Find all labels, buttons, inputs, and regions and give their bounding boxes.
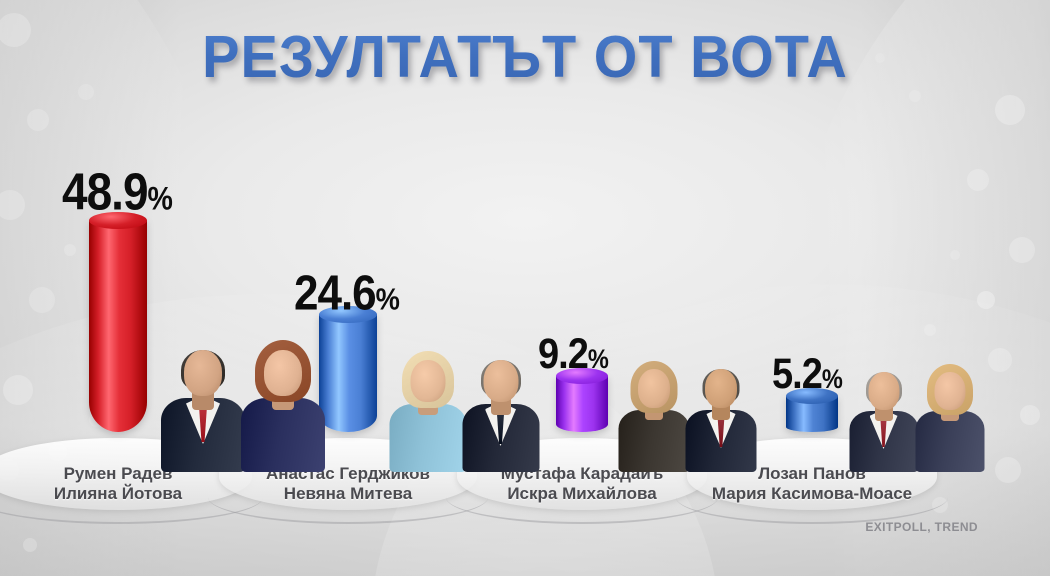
portrait-face [705, 369, 737, 408]
bar-column-top [786, 388, 838, 404]
candidate-photo-pair [848, 349, 987, 472]
portrait-face [410, 360, 445, 402]
bar-value-label: 5.2% [772, 350, 843, 399]
bokeh-dot [977, 291, 995, 309]
candidate-name-vice-president: Искра Михайлова [507, 483, 657, 503]
candidate-portrait [388, 334, 467, 472]
candidate-photo-pair [160, 322, 330, 472]
page-title: РЕЗУЛТАТЪТ ОТ ВОТА [0, 22, 1050, 91]
bokeh-dot [1009, 237, 1035, 263]
bar-value-percent-sign: % [821, 364, 843, 394]
bar-pedestal-arc [676, 466, 948, 524]
bar-column[interactable] [786, 388, 838, 432]
portrait-torso [618, 410, 690, 472]
bokeh-dot [64, 244, 76, 256]
bokeh-dot [1020, 405, 1040, 425]
candidate-name-vice-president: Мария Касимова-Моасе [711, 483, 913, 503]
bokeh-dot [0, 13, 31, 47]
bar-value-percent-sign: % [147, 181, 173, 218]
bar-pedestal-arc [446, 466, 718, 524]
candidate-portrait [618, 346, 690, 472]
bokeh-dot [950, 250, 960, 260]
bar-column-body [89, 220, 147, 432]
bar-value-number: 48.9 [62, 162, 149, 221]
bar-value-label: 9.2% [538, 330, 609, 379]
candidate-portrait [914, 349, 985, 472]
portrait-face [868, 372, 899, 410]
bar-column[interactable] [89, 211, 147, 432]
bokeh-dot [0, 190, 25, 220]
candidate-portrait [685, 346, 757, 472]
candidate-nameplate: Лозан Панов Мария Касимова-Моасе [712, 464, 912, 504]
bokeh-dot [967, 169, 989, 191]
bar-column-body [556, 376, 608, 432]
bar-value-label: 48.9% [62, 162, 173, 222]
portrait-face [483, 360, 518, 402]
candidate-portrait [240, 322, 326, 472]
portrait-face [638, 369, 670, 408]
bokeh-dot [995, 95, 1025, 125]
bar-value-number: 9.2 [538, 330, 589, 378]
bokeh-dot [23, 538, 37, 552]
bokeh-dot [995, 457, 1021, 483]
bar-column-top [556, 368, 608, 384]
candidate-photo-pair [618, 346, 761, 472]
bar-pedestal-arc [208, 466, 488, 524]
candidate-nameplate: Румен Радев Илияна Йотова [54, 464, 182, 504]
portrait-face [184, 350, 222, 396]
bokeh-dot [924, 324, 936, 336]
bar-value-number: 24.6 [294, 266, 377, 321]
candidate-name-president: Лозан Панов [758, 463, 866, 483]
bar-column[interactable] [319, 305, 377, 432]
bokeh-dot [29, 287, 55, 313]
bar-pedestal-arc [0, 466, 263, 524]
bar-column-body [319, 314, 377, 432]
bar-value-number: 5.2 [772, 350, 823, 398]
bar-value-label: 24.6% [294, 266, 400, 322]
portrait-face [934, 372, 965, 410]
portrait-torso [389, 404, 466, 472]
bar-value-percent-sign: % [375, 281, 400, 317]
bar-column-top [89, 211, 147, 229]
candidate-name-vice-president: Невяна Митева [283, 483, 413, 503]
candidate-portrait [848, 349, 919, 472]
bokeh-dot [909, 90, 921, 102]
portrait-face [264, 350, 302, 396]
bokeh-dot [78, 84, 94, 100]
candidate-name-president: Румен Радев [63, 463, 173, 483]
candidate-name-vice-president: Илияна Йотова [53, 483, 183, 503]
bokeh-dot [875, 53, 885, 63]
bar-column-top [319, 305, 377, 323]
bar-column[interactable] [556, 368, 608, 432]
bokeh-dot [3, 375, 33, 405]
portrait-necktie [496, 407, 505, 444]
candidate-portrait [461, 334, 540, 472]
bokeh-dot [27, 109, 49, 131]
bokeh-dot [988, 348, 1012, 372]
candidate-photo-pair [388, 334, 544, 472]
bar-value-percent-sign: % [587, 344, 609, 374]
candidate-portrait [160, 322, 246, 472]
source-attribution: EXITPOLL, TREND [865, 520, 978, 534]
